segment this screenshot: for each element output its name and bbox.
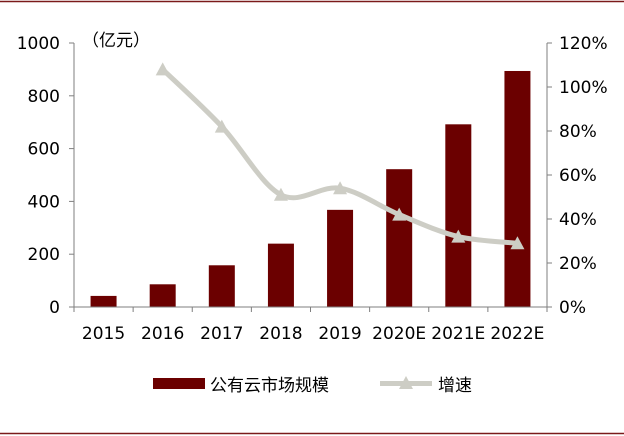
right-tick-label: 100% bbox=[559, 78, 608, 98]
legend-bar-swatch bbox=[153, 378, 205, 389]
bar-2017 bbox=[208, 265, 235, 307]
x-tick-label: 2021E bbox=[431, 324, 485, 344]
left-tick-label: 800 bbox=[28, 87, 60, 107]
bar-2021E bbox=[445, 124, 472, 307]
left-tick-label: 200 bbox=[28, 245, 60, 265]
bar-2015 bbox=[90, 295, 117, 307]
right-tick-label: 20% bbox=[559, 254, 597, 274]
bar-2018 bbox=[267, 243, 294, 307]
bar-series bbox=[90, 70, 531, 307]
right-tick-label: 80% bbox=[559, 122, 597, 142]
left-tick-label: 0 bbox=[49, 298, 60, 318]
marker-2017 bbox=[214, 119, 229, 133]
left-tick-label: 1000 bbox=[17, 34, 60, 54]
marker-2016 bbox=[155, 62, 170, 76]
x-tick-label: 2018 bbox=[259, 324, 302, 344]
right-tick-label: 120% bbox=[559, 34, 608, 54]
bar-2019 bbox=[327, 209, 354, 307]
bar-2016 bbox=[149, 284, 176, 307]
marker-2022E bbox=[510, 236, 525, 250]
bar-2020E bbox=[386, 169, 413, 307]
legend-line-label: 增速 bbox=[438, 376, 472, 396]
right-tick-label: 40% bbox=[559, 210, 597, 230]
x-tick-label: 2020E bbox=[372, 324, 426, 344]
marker-2018 bbox=[273, 187, 288, 201]
x-tick-label: 2019 bbox=[318, 324, 361, 344]
legend-bar-label: 公有云市场规模 bbox=[210, 376, 329, 396]
x-tick-label: 2016 bbox=[141, 324, 184, 344]
left-axis-unit: （亿元） bbox=[82, 31, 150, 51]
x-tick-label: 2015 bbox=[82, 324, 125, 344]
right-tick-label: 0% bbox=[559, 298, 586, 318]
axes bbox=[69, 42, 552, 312]
legend: 公有云市场规模 增速 bbox=[153, 376, 472, 396]
marker-2019 bbox=[333, 181, 348, 195]
tick-labels: 0 200 400 600 800 1000 0% 20% 40% 60% 80% 100% 120% 2… bbox=[17, 34, 608, 344]
x-tick-label: 2022E bbox=[490, 324, 544, 344]
bar-2022E bbox=[504, 70, 531, 307]
marker-2020E bbox=[392, 207, 407, 221]
line-series bbox=[155, 62, 525, 250]
marker-2021E bbox=[451, 229, 466, 243]
left-tick-label: 600 bbox=[28, 140, 60, 160]
left-tick-label: 400 bbox=[28, 192, 60, 212]
right-tick-label: 60% bbox=[559, 166, 597, 186]
legend-line-marker bbox=[399, 376, 413, 389]
x-tick-label: 2017 bbox=[200, 324, 243, 344]
